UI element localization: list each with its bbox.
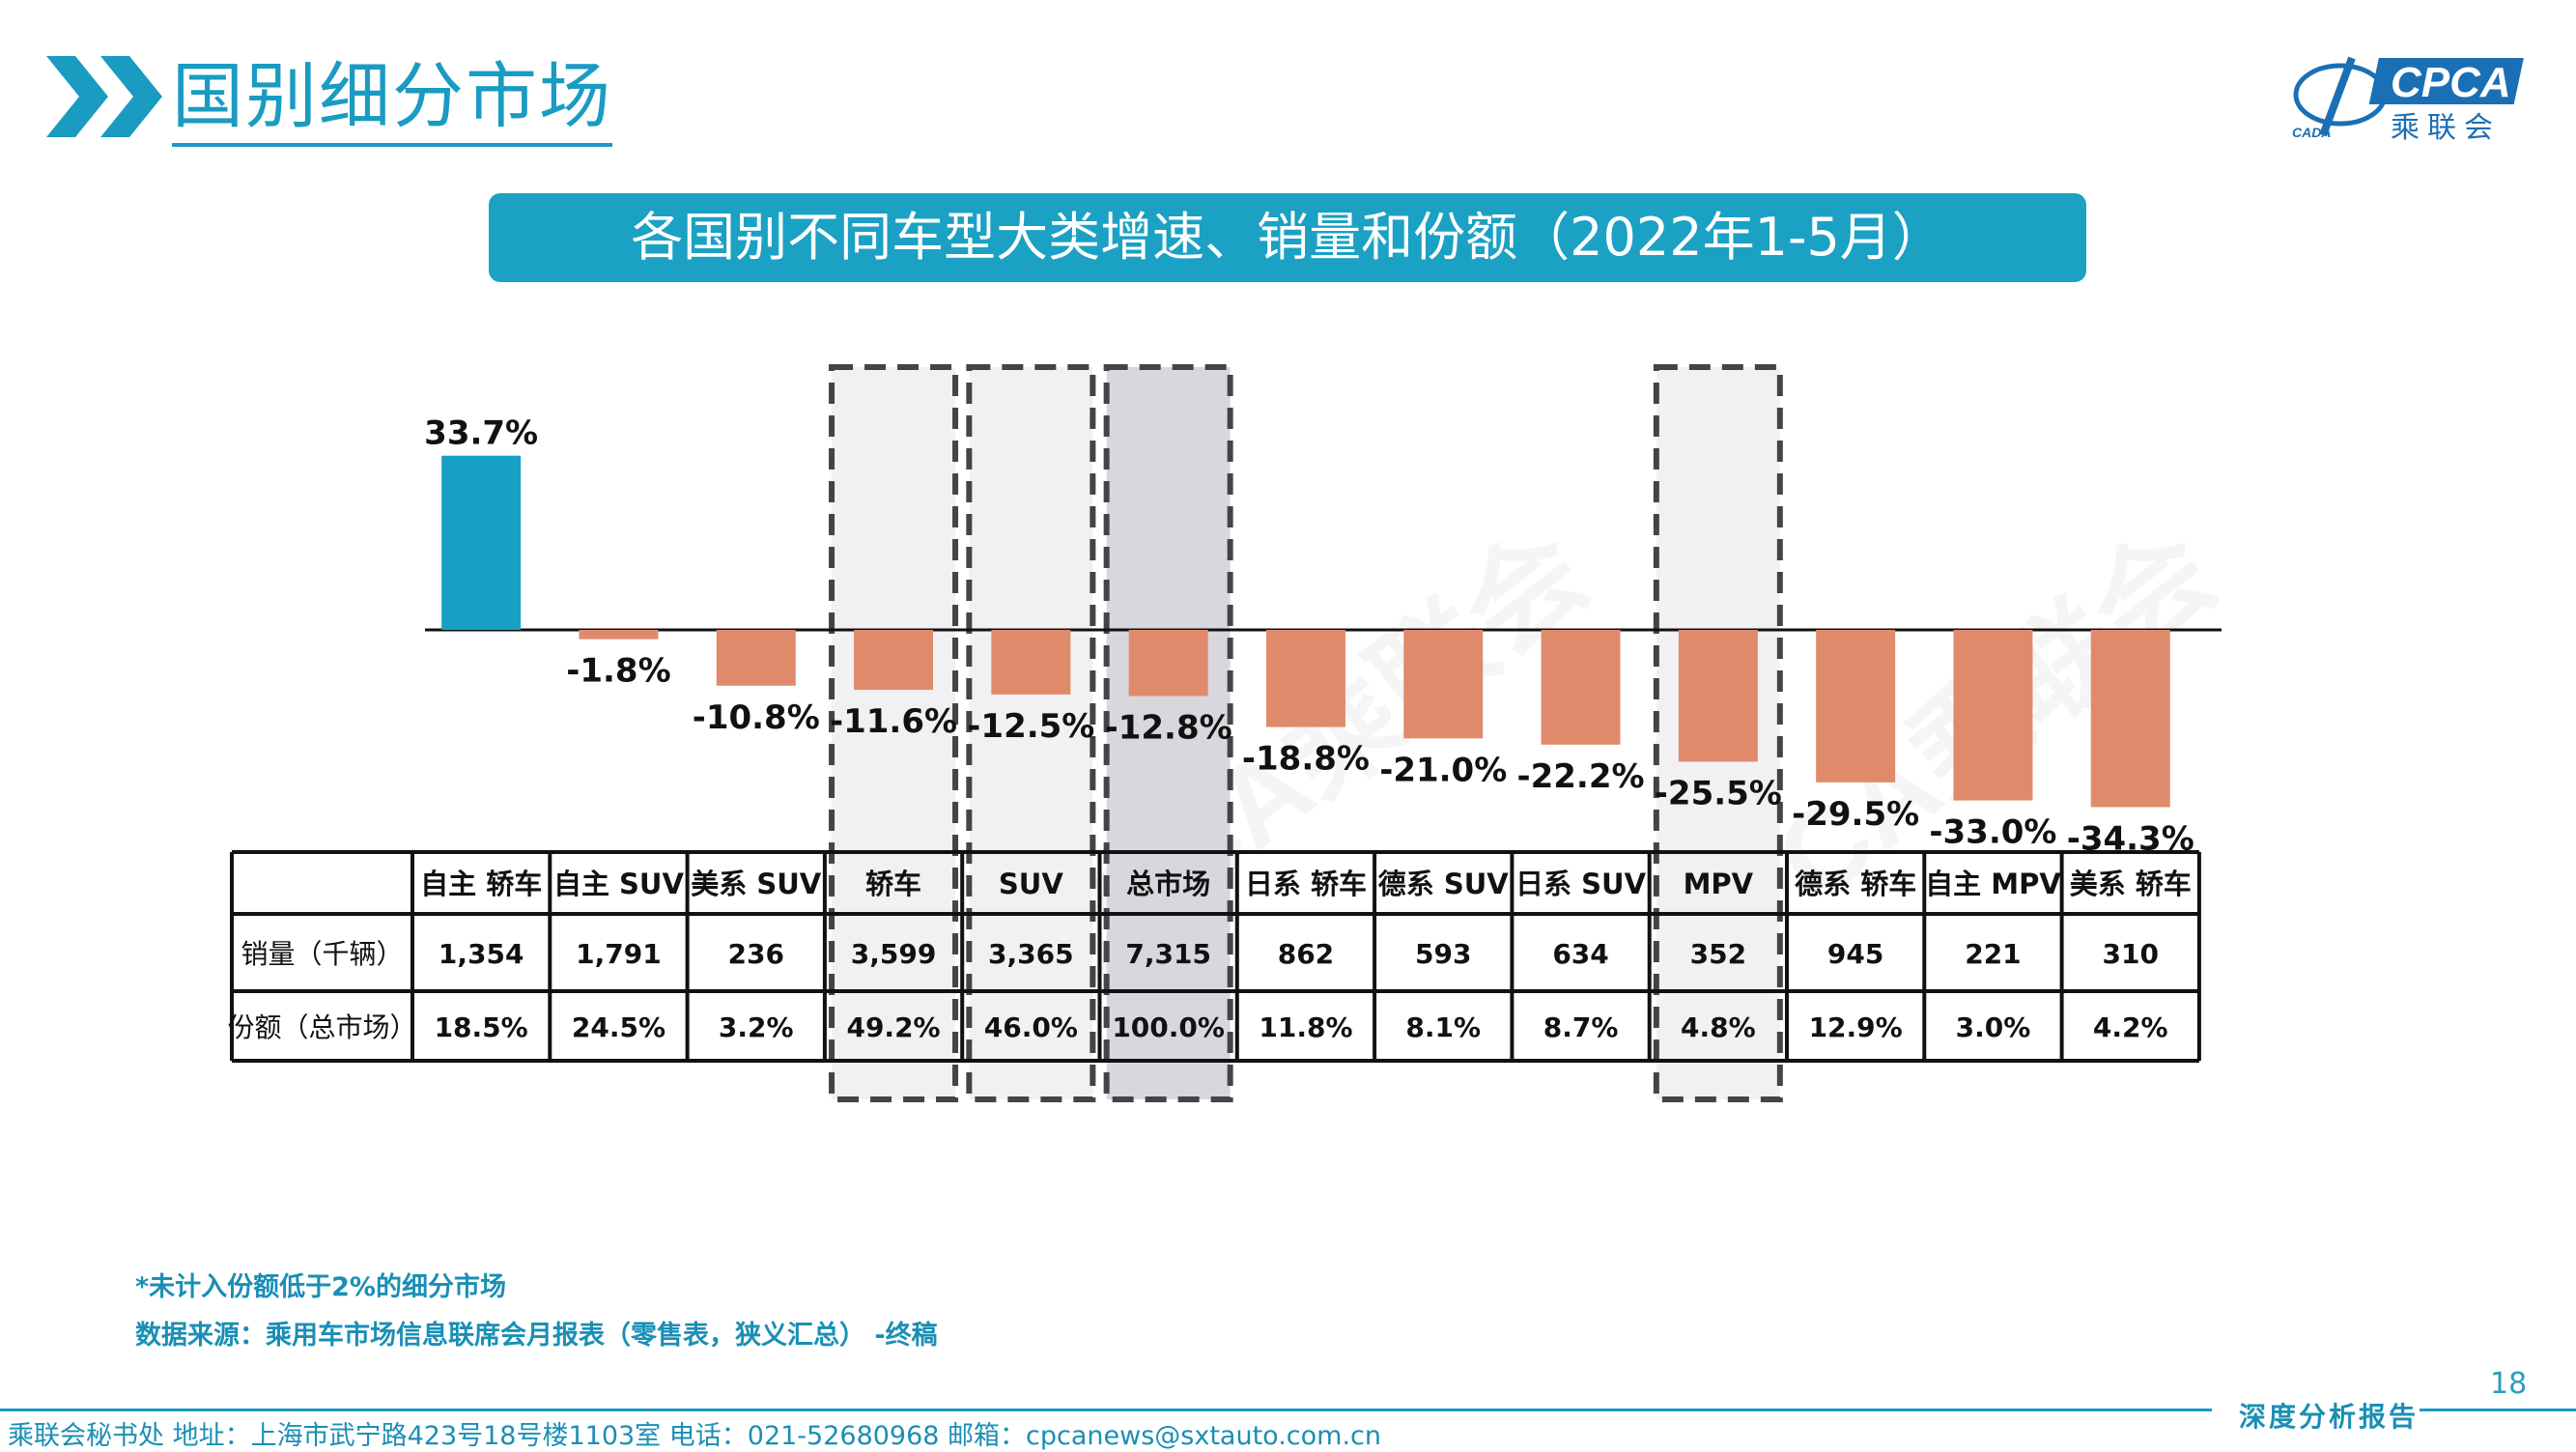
bar-value-label-4: -12.5% bbox=[967, 707, 1094, 746]
table-sales-7: 593 bbox=[1415, 938, 1471, 970]
table-sales-9: 352 bbox=[1690, 938, 1746, 970]
bar-value-label-2: -10.8% bbox=[693, 698, 820, 737]
bar-12 bbox=[2090, 630, 2170, 808]
bar-value-label-1: -1.8% bbox=[566, 652, 670, 691]
bar-0 bbox=[441, 455, 522, 630]
double-chevron-icon bbox=[46, 56, 162, 137]
table-sales-4: 3,365 bbox=[988, 938, 1074, 970]
bar-7 bbox=[1403, 630, 1484, 739]
table-sales-5: 7,315 bbox=[1125, 938, 1211, 970]
bar-1 bbox=[579, 630, 659, 640]
table-sales-10: 945 bbox=[1827, 938, 1883, 970]
logo-text: CPCA bbox=[2391, 59, 2511, 106]
table-sales-2: 236 bbox=[728, 938, 784, 970]
table-sales-6: 862 bbox=[1278, 938, 1334, 970]
table-header-10: 德系 轿车 bbox=[1795, 868, 1916, 900]
bar-2 bbox=[716, 630, 796, 686]
table-header-9: MPV bbox=[1684, 868, 1754, 900]
table-share-6: 11.8% bbox=[1259, 1011, 1352, 1043]
table-header-3: 轿车 bbox=[865, 868, 921, 900]
bar-value-label-3: -11.6% bbox=[830, 702, 957, 741]
table-header-4: SUV bbox=[999, 868, 1063, 900]
table-share-3: 49.2% bbox=[846, 1011, 940, 1043]
table-sales-8: 634 bbox=[1552, 938, 1608, 970]
page-title: 国别细分市场 bbox=[172, 50, 612, 147]
bar-3 bbox=[854, 630, 934, 691]
footer-divider-right bbox=[2420, 1409, 2576, 1411]
cpca-logo: CADA CPCA 乘联会 bbox=[2292, 56, 2524, 145]
footer-tagline: 深度分析报告 bbox=[2239, 1401, 2420, 1433]
table-sales-0: 1,354 bbox=[439, 938, 524, 970]
table-share-4: 46.0% bbox=[984, 1011, 1078, 1043]
footer-divider bbox=[0, 1409, 2212, 1411]
page-number: 18 bbox=[2490, 1367, 2528, 1401]
table-share-8: 8.7% bbox=[1543, 1011, 1619, 1043]
data-source-note: 数据来源：乘用车市场信息联席会月报表（零售表，狭义汇总） -终稿 bbox=[135, 1321, 938, 1351]
table-header-0: 自主 轿车 bbox=[420, 868, 542, 900]
bar-value-label-0: 33.7% bbox=[424, 414, 538, 453]
table-header-6: 日系 轿车 bbox=[1245, 868, 1367, 900]
table-row-label-sales: 销量（千辆） bbox=[241, 938, 403, 970]
bar-value-label-5: -12.8% bbox=[1105, 708, 1232, 747]
logo-mark: CADA bbox=[2292, 125, 2331, 140]
table-share-9: 4.8% bbox=[1681, 1011, 1756, 1043]
highlight-box-4 bbox=[966, 364, 1096, 1102]
table-sales-12: 310 bbox=[2103, 938, 2159, 970]
table-header-11: 自主 MPV bbox=[1925, 868, 2061, 900]
bar-10 bbox=[1816, 630, 1896, 783]
highlight-box-5 bbox=[1103, 364, 1233, 1102]
bar-value-label-11: -33.0% bbox=[1929, 813, 2056, 852]
table-header-12: 美系 轿车 bbox=[2070, 868, 2192, 900]
bar-value-label-9: -25.5% bbox=[1655, 774, 1782, 812]
logo-subtext: 乘联会 bbox=[2391, 111, 2501, 145]
table-sales-11: 221 bbox=[1965, 938, 2021, 970]
table-sales-3: 3,599 bbox=[851, 938, 937, 970]
table-header-8: 日系 SUV bbox=[1515, 868, 1647, 900]
table-share-12: 4.2% bbox=[2093, 1011, 2168, 1043]
bar-11 bbox=[1953, 630, 2033, 801]
bar-8 bbox=[1541, 630, 1621, 745]
footnote-share: *未计入份额低于2%的细分市场 bbox=[135, 1272, 506, 1302]
table-share-1: 24.5% bbox=[572, 1011, 665, 1043]
table-share-0: 18.5% bbox=[435, 1011, 528, 1043]
bar-value-label-8: -22.2% bbox=[1517, 757, 1645, 796]
bar-5 bbox=[1128, 630, 1208, 697]
table-row-label-share: 份额（总市场） bbox=[227, 1011, 416, 1043]
bar-value-label-7: -21.0% bbox=[1379, 751, 1507, 789]
bar-4 bbox=[991, 630, 1071, 695]
table-header-2: 美系 SUV bbox=[691, 868, 822, 900]
footer-contact: 乘联会秘书处 地址：上海市武宁路423号18号楼1103室 电话：021-526… bbox=[8, 1421, 1382, 1451]
table-share-5: 100.0% bbox=[1112, 1011, 1225, 1043]
bar-value-label-10: -29.5% bbox=[1792, 795, 1919, 834]
table-header-5: 总市场 bbox=[1126, 868, 1210, 900]
table-share-2: 3.2% bbox=[719, 1011, 794, 1043]
chart-banner-title: 各国别不同车型大类增速、销量和份额（2022年1-5月） bbox=[489, 193, 2086, 282]
highlight-box-3 bbox=[829, 364, 959, 1102]
table-share-10: 12.9% bbox=[1809, 1011, 1903, 1043]
table-sales-1: 1,791 bbox=[576, 938, 662, 970]
bar-value-label-6: -18.8% bbox=[1242, 740, 1370, 779]
table-share-11: 3.0% bbox=[1956, 1011, 2031, 1043]
bar-9 bbox=[1678, 630, 1758, 762]
bar-6 bbox=[1265, 630, 1345, 727]
table-header-1: 自主 SUV bbox=[553, 868, 685, 900]
table-header-7: 德系 SUV bbox=[1378, 868, 1510, 900]
table-share-7: 8.1% bbox=[1405, 1011, 1481, 1043]
